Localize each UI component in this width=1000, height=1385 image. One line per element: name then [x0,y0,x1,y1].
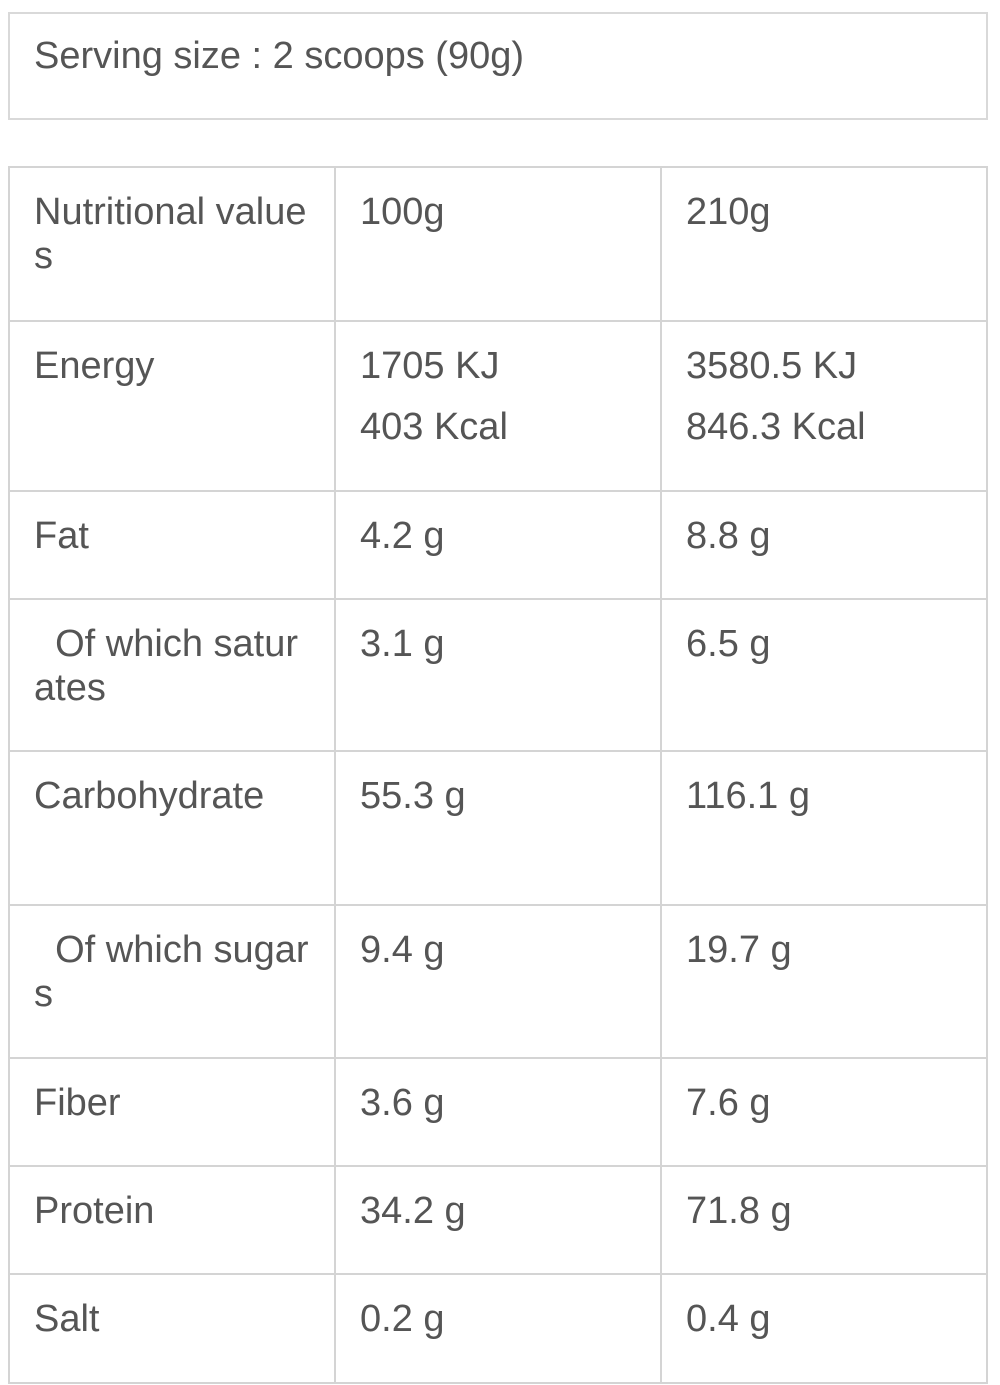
nutrient-name: Protein [8,1165,336,1275]
nutrient-name: Energy [8,320,336,492]
nutrient-value: 7.6 g [660,1057,988,1167]
value-line: 403 Kcal [360,406,508,448]
nutrient-value: 34.2 g [334,1165,662,1275]
nutrient-value: 0.2 g [334,1273,662,1384]
nutrient-value: 1705 KJ 403 Kcal [334,320,662,492]
value-line: 1705 KJ [360,345,500,387]
nutrient-name: Fiber [8,1057,336,1167]
table-row: Protein 34.2 g 71.8 g [8,1165,988,1275]
nutrient-value: 19.7 g [660,904,988,1059]
nutrient-name: Salt [8,1273,336,1384]
table-row: Energy 1705 KJ 403 Kcal 3580.5 KJ 846.3 Kcal [8,320,988,492]
nutrient-value: 3.1 g [334,598,662,752]
nutrient-value: 55.3 g [334,750,662,906]
header-row: Nutritional values 100g 210g [8,166,988,322]
nutrient-value: 9.4 g [334,904,662,1059]
nutrient-name: Of which sugars [8,904,336,1059]
nutrient-value: 3.6 g [334,1057,662,1167]
nutrient-value: 71.8 g [660,1165,988,1275]
nutrient-value: 0.4 g [660,1273,988,1384]
value-line: 846.3 Kcal [686,406,866,448]
nutrient-value: 3580.5 KJ 846.3 Kcal [660,320,988,492]
nutrient-value: 8.8 g [660,490,988,600]
nutrient-value: 6.5 g [660,598,988,752]
table-row: Fat 4.2 g 8.8 g [8,490,988,600]
nutrient-name: Fat [8,490,336,600]
table-row: Salt 0.2 g 0.4 g [8,1273,988,1384]
table-row: Carbohydrate 55.3 g 116.1 g [8,750,988,906]
serving-size: Serving size : 2 scoops (90g) [34,35,525,77]
value-line: 3580.5 KJ [686,345,858,387]
header-amount: 100g [334,166,662,322]
header-amount: 210g [660,166,988,322]
table-row: Of which sugars 9.4 g 19.7 g [8,904,988,1059]
nutrient-value: 116.1 g [660,750,988,906]
serving-box: Serving size : 2 scoops (90g) [8,12,988,120]
table-row: Fiber 3.6 g 7.6 g [8,1057,988,1167]
header-label: Nutritional values [8,166,336,322]
nutrition-table: Nutritional values 100g 210g Energy 1705 KJ 4… [8,166,988,1384]
nutrient-value: 4.2 g [334,490,662,600]
table-row: Of which saturates 3.1 g 6.5 g [8,598,988,752]
nutrient-name: Carbohydrate [8,750,336,906]
nutrient-name: Of which saturates [8,598,336,752]
